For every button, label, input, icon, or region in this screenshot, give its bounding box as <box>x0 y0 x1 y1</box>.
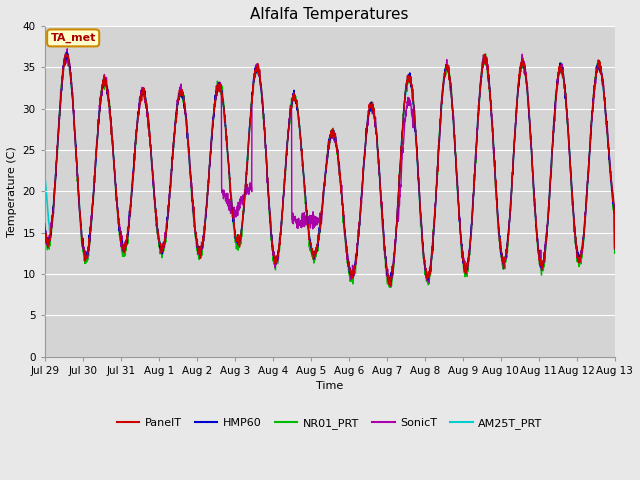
X-axis label: Time: Time <box>316 382 343 391</box>
Legend: PanelT, HMP60, NR01_PRT, SonicT, AM25T_PRT: PanelT, HMP60, NR01_PRT, SonicT, AM25T_P… <box>113 414 547 433</box>
Y-axis label: Temperature (C): Temperature (C) <box>7 146 17 237</box>
Title: Alfalfa Temperatures: Alfalfa Temperatures <box>250 7 409 22</box>
Text: TA_met: TA_met <box>51 33 96 43</box>
